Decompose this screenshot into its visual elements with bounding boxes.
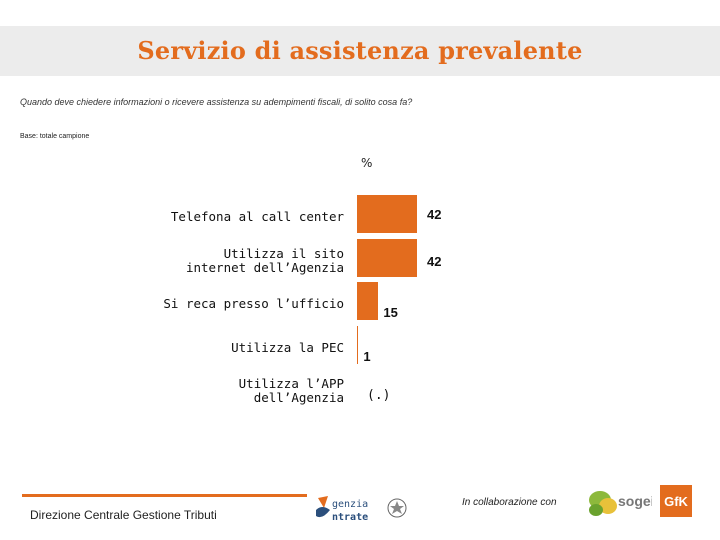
data-label: (.)	[367, 388, 391, 403]
bar	[357, 238, 417, 277]
agenzia-logo-word-1: genzia	[332, 499, 368, 510]
data-label: 15	[383, 305, 398, 320]
category-label: Utilizza l’APP dell’Agenzia	[238, 376, 344, 405]
sample-base: Base: totale campione	[20, 133, 90, 140]
gfk-logo-text: GfK	[664, 494, 688, 509]
bar	[357, 282, 379, 320]
data-label: 42	[427, 207, 442, 222]
category-label: Utilizza la PEC	[231, 339, 344, 355]
agenzia-logo-word-2: ntrate	[332, 512, 368, 523]
survey-question: Quando deve chiedere informazioni o rice…	[20, 97, 413, 107]
category-label: Telefona al call center	[170, 209, 344, 224]
title-band	[0, 26, 720, 76]
data-label: 1	[363, 348, 371, 364]
collaboration-note: In collaborazione con	[462, 497, 557, 508]
agenzia-entrate-logo: genzia ntrate	[316, 496, 407, 523]
sogei-logo: sogei	[589, 491, 652, 516]
footer-divider	[22, 494, 307, 497]
page-title: Servizio di assistenza prevalente	[137, 36, 583, 65]
category-label: Si reca presso l’ufficio	[163, 296, 344, 311]
bar	[357, 325, 359, 364]
footer-department: Direzione Centrale Gestione Tributi	[30, 508, 217, 522]
bar	[357, 195, 417, 233]
sogei-logo-text: sogei	[618, 493, 652, 509]
category-label: Utilizza il sito internet dell’Agenzia	[185, 245, 344, 275]
data-label: 42	[427, 253, 442, 269]
unit-label: %	[361, 156, 373, 170]
gfk-logo: GfK	[660, 485, 692, 517]
